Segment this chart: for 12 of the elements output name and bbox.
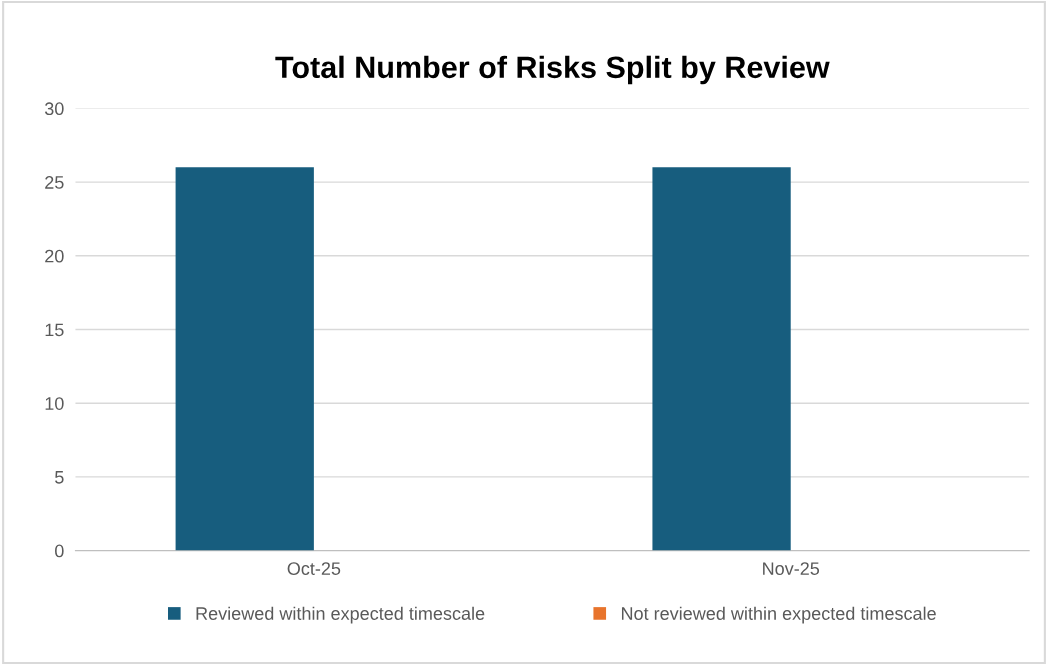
x-tick-label: Oct-25 — [287, 562, 341, 575]
y-tick-label: 20 — [45, 249, 64, 263]
x-tick-label: Nov-25 — [763, 562, 820, 575]
legend-label: Reviewed within expected timescale — [196, 606, 485, 624]
legend-label: Not reviewed within expected timescale — [621, 606, 936, 624]
y-tick-label: 10 — [45, 397, 64, 410]
y-tick-label: 0 — [55, 544, 64, 558]
chart-title: Total Number of Risks Split by Review — [275, 55, 830, 85]
y-tick-label: 25 — [45, 176, 64, 189]
y-tick-label: 15 — [45, 323, 64, 337]
y-tick-label: 30 — [44, 102, 64, 116]
y-tick-label: 5 — [55, 471, 64, 484]
